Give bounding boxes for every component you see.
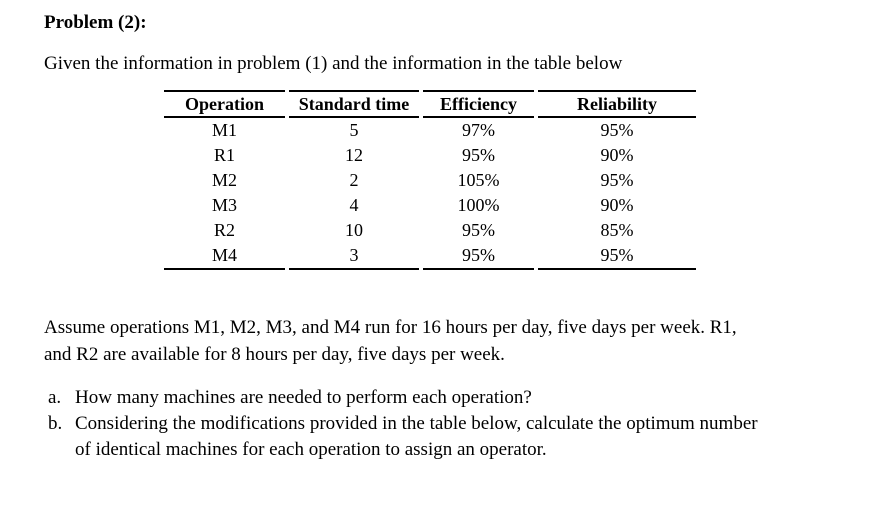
- question-text: Considering the modifications provided i…: [75, 411, 855, 463]
- table-row: M2 2 105% 95%: [164, 168, 696, 193]
- question-line: How many machines are needed to perform …: [75, 387, 532, 408]
- question-line: Considering the modifications provided i…: [75, 413, 758, 434]
- table-cell: 5: [349, 120, 359, 140]
- column-header-efficiency: Efficiency: [423, 90, 534, 118]
- table-cell: M3: [211, 195, 237, 215]
- assumption-paragraph: Assume operations M1, M2, M3, and M4 run…: [44, 314, 855, 368]
- table-cell: 95%: [600, 120, 634, 140]
- table-cell: 85%: [600, 220, 634, 240]
- table-cell: 95%: [462, 145, 495, 165]
- table-row: M4 3 95% 95%: [164, 243, 696, 270]
- question-line: of identical machines for each operation…: [75, 439, 547, 460]
- table-cell: 95%: [462, 220, 495, 240]
- table-cell: 4: [349, 195, 359, 215]
- table-cell: 100%: [457, 195, 500, 215]
- question-list: a. How many machines are needed to perfo…: [44, 385, 855, 463]
- table-cell: 12: [345, 145, 363, 165]
- table-cell: 10: [345, 220, 363, 240]
- table-cell: 97%: [462, 120, 495, 140]
- table-cell: M4: [164, 243, 285, 270]
- question-text: How many machines are needed to perform …: [75, 385, 855, 411]
- column-header-operation: Operation: [164, 90, 285, 118]
- table-cell: 90%: [600, 195, 634, 215]
- question-item-a: a. How many machines are needed to perfo…: [48, 385, 855, 411]
- question-item-b: b. Considering the modifications provide…: [48, 411, 855, 463]
- table-cell: R2: [213, 220, 235, 240]
- intro-text: Given the information in problem (1) and…: [44, 53, 623, 74]
- column-header-standard-time: Standard time: [289, 90, 419, 118]
- table-cell: M2: [211, 170, 237, 190]
- assumption-line: Assume operations M1, M2, M3, and M4 run…: [44, 317, 737, 338]
- table-cell: 95%: [600, 170, 634, 190]
- table-cell: 3: [289, 243, 419, 270]
- operations-table-container: Operation Standard time Efficiency Relia…: [160, 90, 855, 270]
- table-cell: 95%: [538, 243, 696, 270]
- column-header-reliability: Reliability: [538, 90, 696, 118]
- table-cell: 2: [349, 170, 359, 190]
- table-row: R2 10 95% 85%: [164, 218, 696, 243]
- question-label: a.: [48, 387, 62, 408]
- question-label: b.: [48, 413, 63, 434]
- operations-table: Operation Standard time Efficiency Relia…: [160, 90, 700, 270]
- table-row: M1 5 97% 95%: [164, 118, 696, 143]
- problem-title: Problem (2):: [44, 12, 147, 33]
- table-cell: M1: [211, 120, 237, 140]
- table-row: R1 12 95% 90%: [164, 143, 696, 168]
- table-cell: 90%: [600, 145, 634, 165]
- table-header-row: Operation Standard time Efficiency Relia…: [164, 90, 696, 118]
- table-cell: 105%: [457, 170, 500, 190]
- assumption-line: and R2 are available for 8 hours per day…: [44, 344, 505, 365]
- table-cell: R1: [213, 145, 235, 165]
- table-row: M3 4 100% 90%: [164, 193, 696, 218]
- table-cell: 95%: [423, 243, 534, 270]
